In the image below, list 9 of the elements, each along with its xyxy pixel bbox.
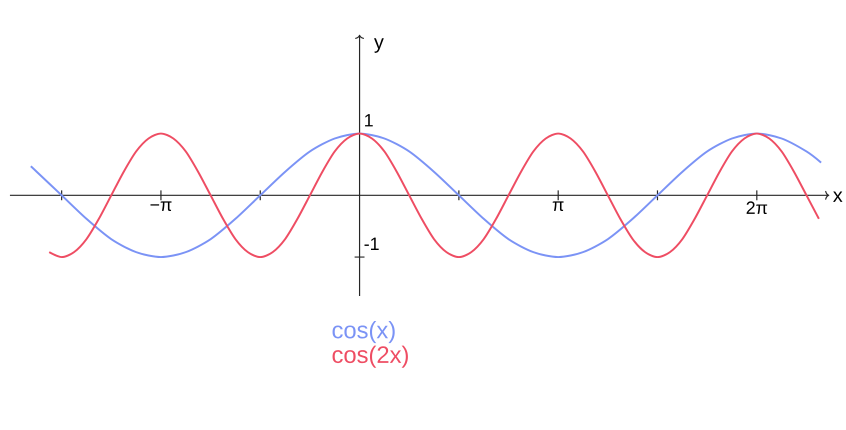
y-tick-label: 1 xyxy=(365,114,373,126)
x-axis-title: x xyxy=(833,191,842,202)
x-tick-label: 2π xyxy=(746,201,768,214)
x-tick-label: −π xyxy=(150,201,172,212)
y-tick-label: -1 xyxy=(364,238,379,250)
y-axis-title: y xyxy=(374,38,384,53)
x-tick-label: π xyxy=(552,201,564,212)
text: cos(x) xyxy=(332,321,395,344)
text: cos(2x) xyxy=(332,346,408,368)
